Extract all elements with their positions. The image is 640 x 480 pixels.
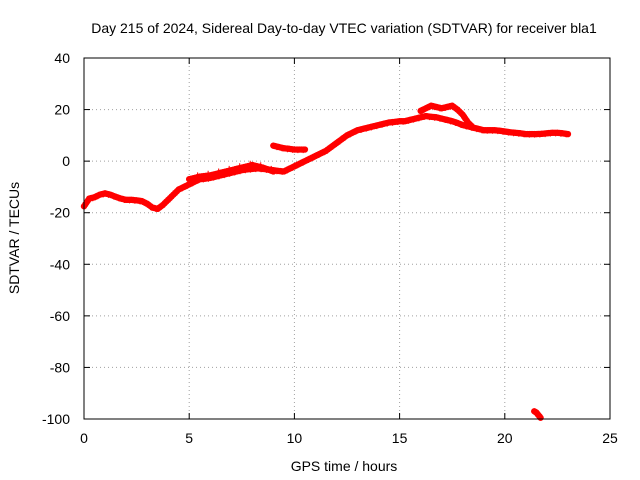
data-points: [80, 102, 572, 421]
tick-marks: [83, 57, 611, 420]
x-tick-label: 15: [392, 430, 408, 446]
y-tick-label: -20: [50, 205, 70, 221]
y-tick-label: -40: [50, 256, 70, 272]
y-tick-label: 0: [62, 153, 70, 169]
x-tick-label: 0: [80, 430, 88, 446]
data-point: [301, 146, 308, 153]
x-tick-label: 25: [602, 430, 618, 446]
y-tick-label: -60: [50, 308, 70, 324]
x-tick-label: 10: [287, 430, 303, 446]
x-axis-label: GPS time / hours: [291, 458, 398, 474]
chart-title: Day 215 of 2024, Sidereal Day-to-day VTE…: [91, 20, 597, 36]
y-tick-label: -80: [50, 359, 70, 375]
plot-frame: [83, 57, 611, 420]
y-tick-label: -100: [42, 411, 70, 427]
data-point: [470, 124, 477, 131]
x-tick-label: 20: [497, 430, 513, 446]
y-tick-label: 20: [54, 102, 70, 118]
y-axis-label: SDTVAR / TECUs: [6, 182, 22, 294]
data-point: [537, 414, 544, 421]
tick-labels: 0 5 10 15 20 25 -100 -80 -60 -40 -20 0 20 40: [42, 50, 618, 446]
data-point: [270, 168, 277, 175]
y-tick-label: 40: [54, 50, 70, 66]
data-point: [564, 131, 571, 138]
x-tick-label: 5: [185, 430, 193, 446]
